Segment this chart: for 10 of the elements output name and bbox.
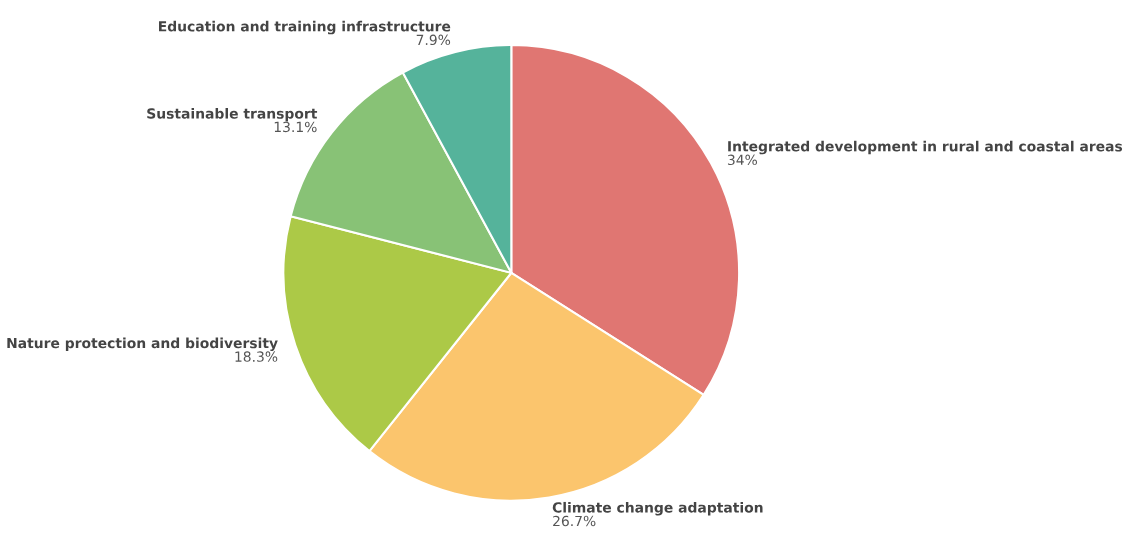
data-label: 18.3% — [235, 351, 278, 362]
slice-label: Climate change adaptation — [552, 501, 763, 516]
data-label: 26.7% — [553, 515, 596, 527]
data-label: 34% — [727, 154, 758, 166]
slice-label: Sustainable transport — [147, 108, 318, 122]
slice-label: Integrated development in rural and coastal areas — [728, 140, 1123, 155]
slice-label: Nature protection and biodiversity — [7, 337, 278, 352]
data-label: 13.1% — [274, 121, 317, 133]
slice-label: Education and training infrastructure — [159, 20, 451, 35]
data-label: 7.9% — [416, 34, 451, 46]
